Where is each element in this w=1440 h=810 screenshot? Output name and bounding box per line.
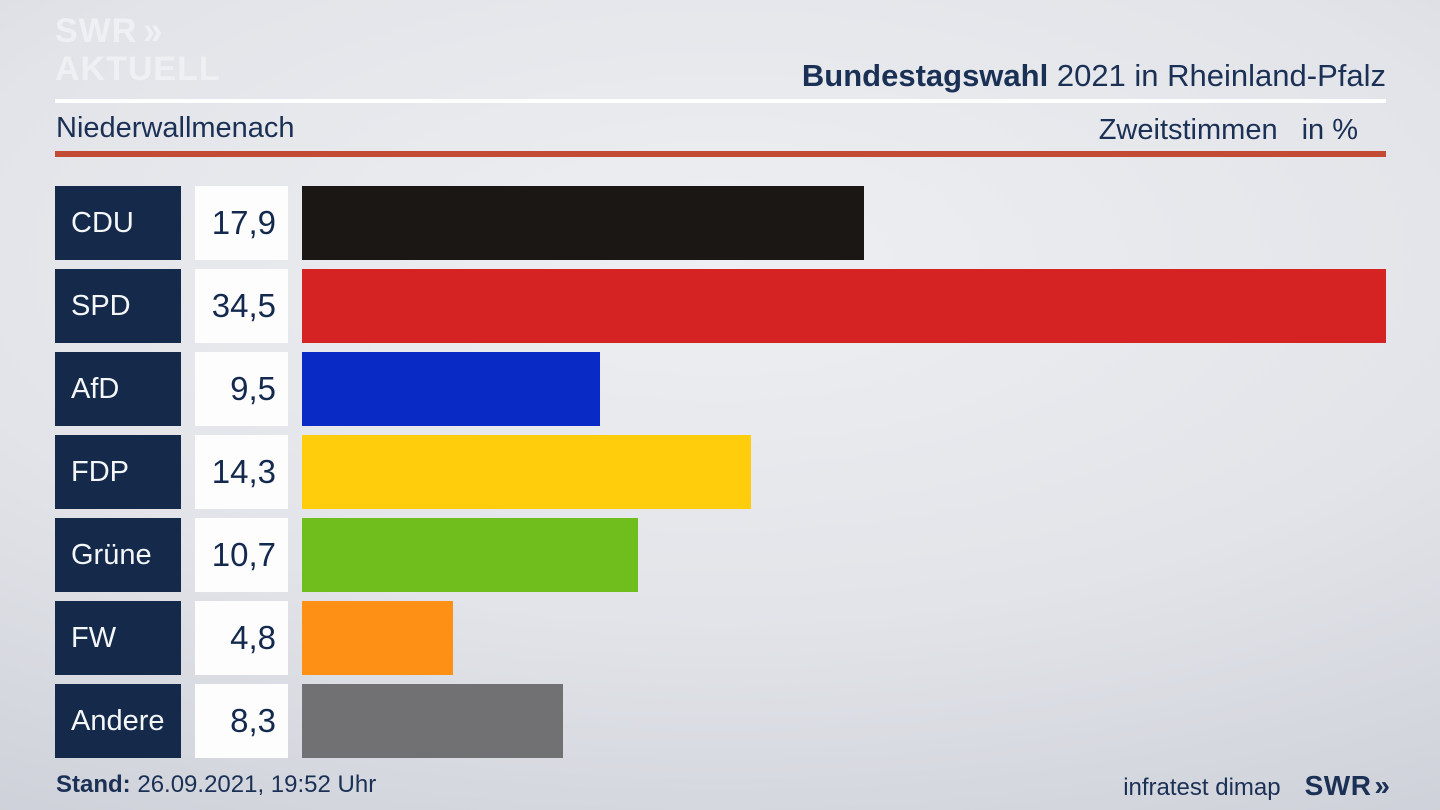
party-label: CDU <box>55 186 181 260</box>
party-bar <box>302 186 865 260</box>
unit-text: in % <box>1301 114 1358 146</box>
page-title: Bundestagswahl 2021 in Rheinland-Pfalz <box>802 58 1386 94</box>
timestamp: Stand: 26.09.2021, 19:52 Uhr <box>56 771 376 799</box>
measure-text: Zweitstimmen <box>1098 114 1278 146</box>
page-title-bold: Bundestagswahl <box>801 58 1049 93</box>
party-value: 17,9 <box>195 186 288 260</box>
party-label: AfD <box>55 352 181 426</box>
accent-divider-line <box>55 151 1386 157</box>
party-bar <box>302 684 563 758</box>
stand-label: Stand: <box>56 771 131 798</box>
party-value: 10,7 <box>195 518 288 592</box>
brand-text: SWR <box>1304 770 1372 801</box>
bar-track <box>302 269 1386 343</box>
double-chevron-icon: » <box>1374 770 1389 801</box>
party-label: Grüne <box>55 518 181 592</box>
bar-track <box>302 684 1386 758</box>
chart-row: CDU 17,9 <box>55 186 1386 260</box>
measure-label: Zweitstimmen in % <box>1099 114 1358 147</box>
stand-value: 26.09.2021, 19:52 Uhr <box>130 771 377 798</box>
party-bar <box>302 435 752 509</box>
bar-track <box>302 601 1386 675</box>
logo-text-swr: SWR <box>55 12 138 50</box>
party-bar <box>302 601 453 675</box>
region-name: Niederwallmenach <box>56 112 295 144</box>
chart-row: SPD 34,5 <box>55 269 1386 343</box>
party-value: 8,3 <box>195 684 288 758</box>
bar-track <box>302 186 1386 260</box>
party-value: 4,8 <box>195 601 288 675</box>
bar-chart: CDU 17,9 SPD 34,5 AfD 9,5 FDP 14,3 <box>55 186 1386 758</box>
party-bar <box>302 269 1386 343</box>
party-value: 34,5 <box>195 269 288 343</box>
source-name: infratest dimap <box>1123 774 1281 801</box>
source-attribution: infratest dimap SWR» <box>1123 770 1390 802</box>
chart-row: FDP 14,3 <box>55 435 1386 509</box>
double-chevron-icon: » <box>143 9 162 53</box>
logo-line1: SWR» <box>55 9 221 53</box>
chart-row: Andere 8,3 <box>55 684 1386 758</box>
party-label: SPD <box>55 269 181 343</box>
swr-aktuell-logo: SWR» AKTUELL <box>55 9 221 88</box>
bar-track <box>302 435 1386 509</box>
party-value: 14,3 <box>195 435 288 509</box>
logo-text-aktuell: AKTUELL <box>55 50 221 88</box>
chart-row: AfD 9,5 <box>55 352 1386 426</box>
party-value: 9,5 <box>195 352 288 426</box>
party-bar <box>302 518 639 592</box>
party-label: FDP <box>55 435 181 509</box>
header-divider-line <box>55 99 1386 103</box>
party-label: FW <box>55 601 181 675</box>
chart-row: FW 4,8 <box>55 601 1386 675</box>
page-title-rest: 2021 in Rheinland-Pfalz <box>1048 58 1386 93</box>
bar-track <box>302 518 1386 592</box>
party-bar <box>302 352 601 426</box>
party-label: Andere <box>55 684 181 758</box>
logo-line2: AKTUELL <box>55 50 221 88</box>
swr-brand-logo: SWR» <box>1304 770 1390 802</box>
chart-row: Grüne 10,7 <box>55 518 1386 592</box>
bar-track <box>302 352 1386 426</box>
